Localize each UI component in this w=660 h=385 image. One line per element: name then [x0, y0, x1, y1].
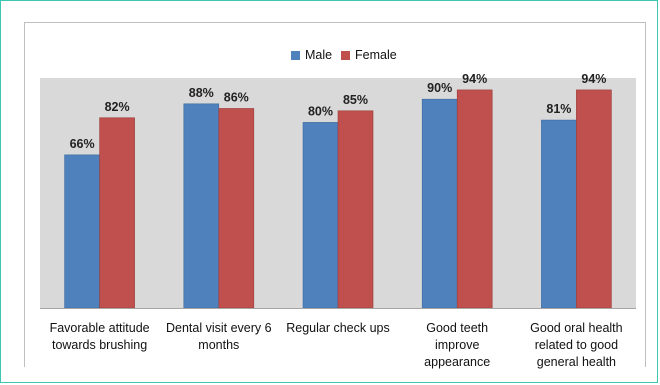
category-label-0-line-1: towards brushing: [51, 338, 148, 352]
data-label-male-0: 66%: [70, 137, 95, 151]
category-label-4: Good oral health related to good general h…: [514, 320, 638, 371]
chart-area: [24, 22, 646, 367]
category-label-4-line-1: related to good: [534, 338, 619, 352]
data-label-female-3: 94%: [462, 72, 487, 86]
data-label-female-2: 85%: [343, 93, 368, 107]
data-label-male-1: 88%: [189, 86, 214, 100]
data-label-male-3: 90%: [427, 81, 452, 95]
category-label-1-line-0: Dental visit every 6: [165, 321, 272, 335]
data-label-male-2: 80%: [308, 104, 333, 118]
bar-male-3: [421, 98, 458, 309]
category-label-1: Dental visit every 6 months: [157, 320, 281, 354]
category-label-2: Regular check ups: [276, 320, 400, 337]
category-label-3-line-2: appearance: [424, 355, 491, 369]
category-label-4-line-0: Good oral health: [530, 321, 623, 335]
legend-male: Male: [291, 46, 332, 64]
category-label-1-line-1: months: [198, 338, 240, 352]
bar-female-4: [576, 89, 612, 309]
bar-male-4: [541, 119, 577, 309]
data-label-female-0: 82%: [105, 100, 130, 114]
data-label-female-1: 86%: [224, 90, 249, 104]
category-label-0-line-0: Favorable attitude: [49, 321, 150, 335]
bar-male-1: [183, 103, 220, 309]
category-label-4-line-2: general health: [536, 355, 616, 369]
bar-male-0: [64, 154, 100, 309]
category-label-3: Good teeth improve appearance: [395, 320, 519, 371]
category-label-3-line-1: improve: [434, 338, 480, 352]
data-label-male-4: 81%: [546, 102, 571, 116]
legend-male-swatch: [291, 50, 300, 60]
category-label-3-line-0: Good teeth: [426, 321, 489, 335]
legend-male-label: Male: [305, 48, 333, 62]
category-label-2-line-0: Regular check ups: [286, 321, 390, 335]
data-label-female-4: 94%: [581, 72, 606, 86]
legend-female-label: Female: [355, 48, 397, 62]
bar-female-1: [218, 108, 255, 309]
bar-female-0: [99, 117, 135, 309]
legend-female-swatch: [341, 50, 350, 60]
bar-male-2: [302, 122, 339, 309]
category-label-0: Favorable attitude towards brushing: [38, 320, 162, 354]
bar-female-2: [337, 110, 374, 309]
bar-female-3: [456, 89, 493, 309]
legend-female: Female: [341, 46, 397, 64]
